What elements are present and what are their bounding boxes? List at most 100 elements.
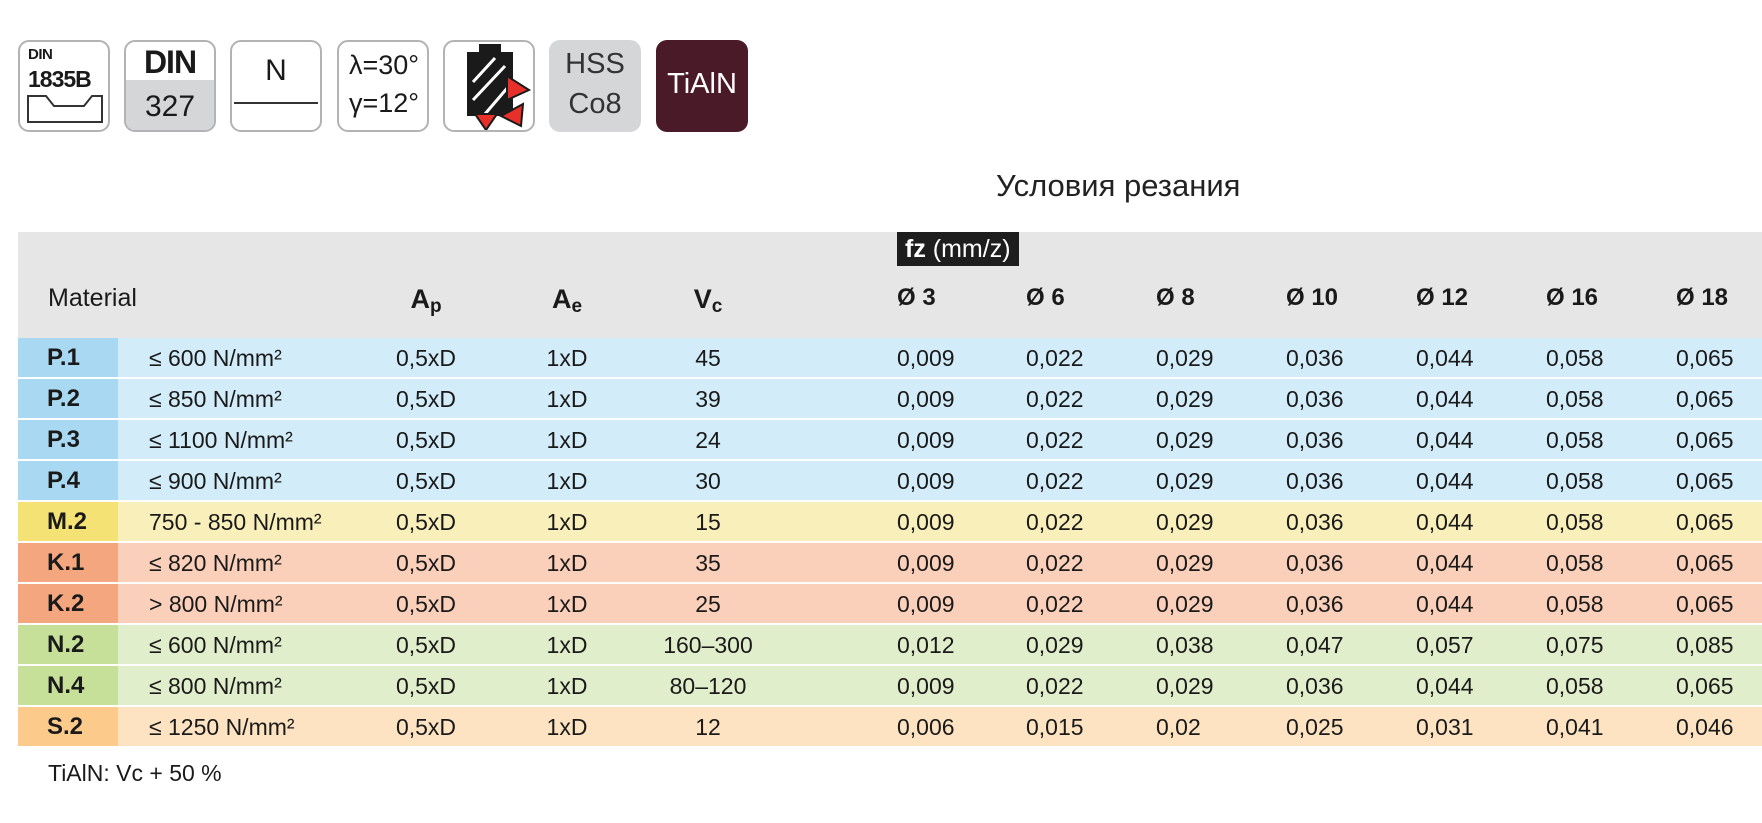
table-body: P.1 ≤ 600 N/mm² 0,5xD 1xD 45 0,009 0,022 0,029 0… [18, 338, 1762, 748]
ae-value: 1xD [546, 386, 588, 412]
fz-value: 0,036 [1286, 673, 1344, 699]
cutting-conditions-table: fz (mm/z) Material Ap Ae Vc Ø 3 Ø 6 Ø 8 … [18, 232, 1762, 748]
fz-value: 0,036 [1286, 468, 1344, 494]
vc-value: 15 [695, 509, 721, 535]
table-row: K.1 ≤ 820 N/mm² 0,5xD 1xD 35 0,009 0,022 0,029 0… [18, 543, 1762, 584]
table-row: P.1 ≤ 600 N/mm² 0,5xD 1xD 45 0,009 0,022 0,029 0… [18, 338, 1762, 379]
fz-value: 0,058 [1546, 386, 1604, 412]
din-327-label-top: DIN [143, 44, 197, 80]
vc-value: 30 [695, 468, 721, 494]
cutting-conditions-title: Условия резания [996, 168, 1241, 203]
din-1835b-shank-icon: DIN 1835B [18, 40, 110, 132]
fz-value: 0,009 [897, 673, 955, 699]
fz-value: 0,006 [897, 714, 955, 740]
material-code: N.4 [18, 666, 118, 705]
fz-value: 0,044 [1416, 386, 1474, 412]
fz-value: 0,044 [1416, 345, 1474, 371]
coating-footnote: TiAlN: Vc + 50 % [48, 760, 222, 786]
material-code: K.2 [18, 584, 118, 623]
row-background [118, 338, 1762, 377]
row-background [118, 543, 1762, 582]
vc-symbol: V [693, 284, 712, 314]
vc-value: 24 [695, 427, 721, 453]
fz-value: 0,009 [897, 386, 955, 412]
material-code: P.3 [18, 420, 118, 459]
fz-value: 0,022 [1026, 673, 1084, 699]
ap-value: 0,5xD [395, 468, 457, 494]
fz-value: 0,065 [1676, 468, 1734, 494]
ap-value: 0,5xD [395, 550, 457, 576]
row-background [118, 584, 1762, 623]
row-background [118, 666, 1762, 705]
ap-value: 0,5xD [395, 714, 457, 740]
ae-value: 1xD [546, 673, 588, 699]
fz-header-label: fz (mm/z) [897, 232, 1019, 266]
din-327-badge: DIN 327 [124, 40, 216, 132]
co8-label: Co8 [568, 88, 622, 120]
table-row: S.2 ≤ 1250 N/mm² 0,5xD 1xD 12 0,006 0,015 0,02 0… [18, 707, 1762, 748]
material-code: P.4 [18, 461, 118, 500]
column-header-d6: Ø 6 [1026, 284, 1065, 311]
fz-value: 0,058 [1546, 427, 1604, 453]
table-row: P.2 ≤ 850 N/mm² 0,5xD 1xD 39 0,009 0,022 0,029 0… [18, 379, 1762, 420]
gamma-angle: γ=12° [349, 88, 420, 118]
table-row: P.3 ≤ 1100 N/mm² 0,5xD 1xD 24 0,009 0,022 0,029… [18, 420, 1762, 461]
fz-value: 0,036 [1286, 386, 1344, 412]
material-code: P.2 [18, 379, 118, 418]
fz-value: 0,041 [1546, 714, 1604, 740]
fz-value: 0,038 [1156, 632, 1214, 658]
helix-rake-angles-badge: λ=30° γ=12° [337, 40, 429, 132]
fz-value: 0,015 [1026, 714, 1084, 740]
table-row: N.2 ≤ 600 N/mm² 0,5xD 1xD 160–300 0,012 0,029 0… [18, 625, 1762, 666]
row-background [118, 379, 1762, 418]
ae-value: 1xD [546, 591, 588, 617]
fz-value: 0,031 [1416, 714, 1474, 740]
din-1835b-label-top: DIN [28, 46, 53, 63]
hss-label: HSS [565, 48, 625, 80]
fz-value: 0,009 [897, 468, 955, 494]
fz-value: 0,029 [1156, 468, 1214, 494]
material-code: N.2 [18, 625, 118, 664]
fz-value: 0,022 [1026, 345, 1084, 371]
tensile-strength: 750 - 850 N/mm² [149, 509, 322, 535]
fz-value: 0,065 [1676, 427, 1734, 453]
din-1835b-label-bottom: 1835B [28, 66, 92, 92]
column-header-d8: Ø 8 [1156, 284, 1195, 311]
fz-value: 0,036 [1286, 550, 1344, 576]
fz-value: 0,022 [1026, 550, 1084, 576]
tensile-strength: ≤ 900 N/mm² [149, 468, 282, 494]
fz-value: 0,075 [1546, 632, 1604, 658]
tensile-strength: > 800 N/mm² [149, 591, 283, 617]
row-background [118, 707, 1762, 746]
tialn-coating-badge: TiAlN [656, 40, 748, 132]
fz-value: 0,044 [1416, 509, 1474, 535]
ap-value: 0,5xD [395, 345, 457, 371]
ae-value: 1xD [546, 509, 588, 535]
fz-value: 0,009 [897, 345, 955, 371]
column-header-d18: Ø 18 [1676, 284, 1729, 311]
lambda-angle: λ=30° [349, 50, 420, 80]
fz-value: 0,022 [1026, 427, 1084, 453]
fz-value: 0,029 [1156, 509, 1214, 535]
fz-value: 0,029 [1156, 427, 1214, 453]
table-row: K.2 > 800 N/mm² 0,5xD 1xD 25 0,009 0,022 0,029 0… [18, 584, 1762, 625]
fz-value: 0,046 [1676, 714, 1734, 740]
fz-value: 0,009 [897, 427, 955, 453]
fz-value: 0,02 [1156, 714, 1201, 740]
fz-value: 0,047 [1286, 632, 1344, 658]
shank-profile-icon [27, 95, 103, 123]
type-n-underline [234, 102, 318, 104]
column-header-d12: Ø 12 [1416, 284, 1469, 311]
column-header-material: Material [48, 284, 137, 312]
fz-value: 0,029 [1156, 345, 1214, 371]
row-background [118, 461, 1762, 500]
fz-value: 0,058 [1546, 550, 1604, 576]
fz-value: 0,065 [1676, 509, 1734, 535]
fz-value: 0,057 [1416, 632, 1474, 658]
fz-value: 0,044 [1416, 550, 1474, 576]
column-header-vc: Vc [648, 284, 768, 318]
fz-value: 0,058 [1546, 509, 1604, 535]
fz-value: 0,036 [1286, 591, 1344, 617]
ae-value: 1xD [546, 550, 588, 576]
vc-value: 45 [695, 345, 721, 371]
